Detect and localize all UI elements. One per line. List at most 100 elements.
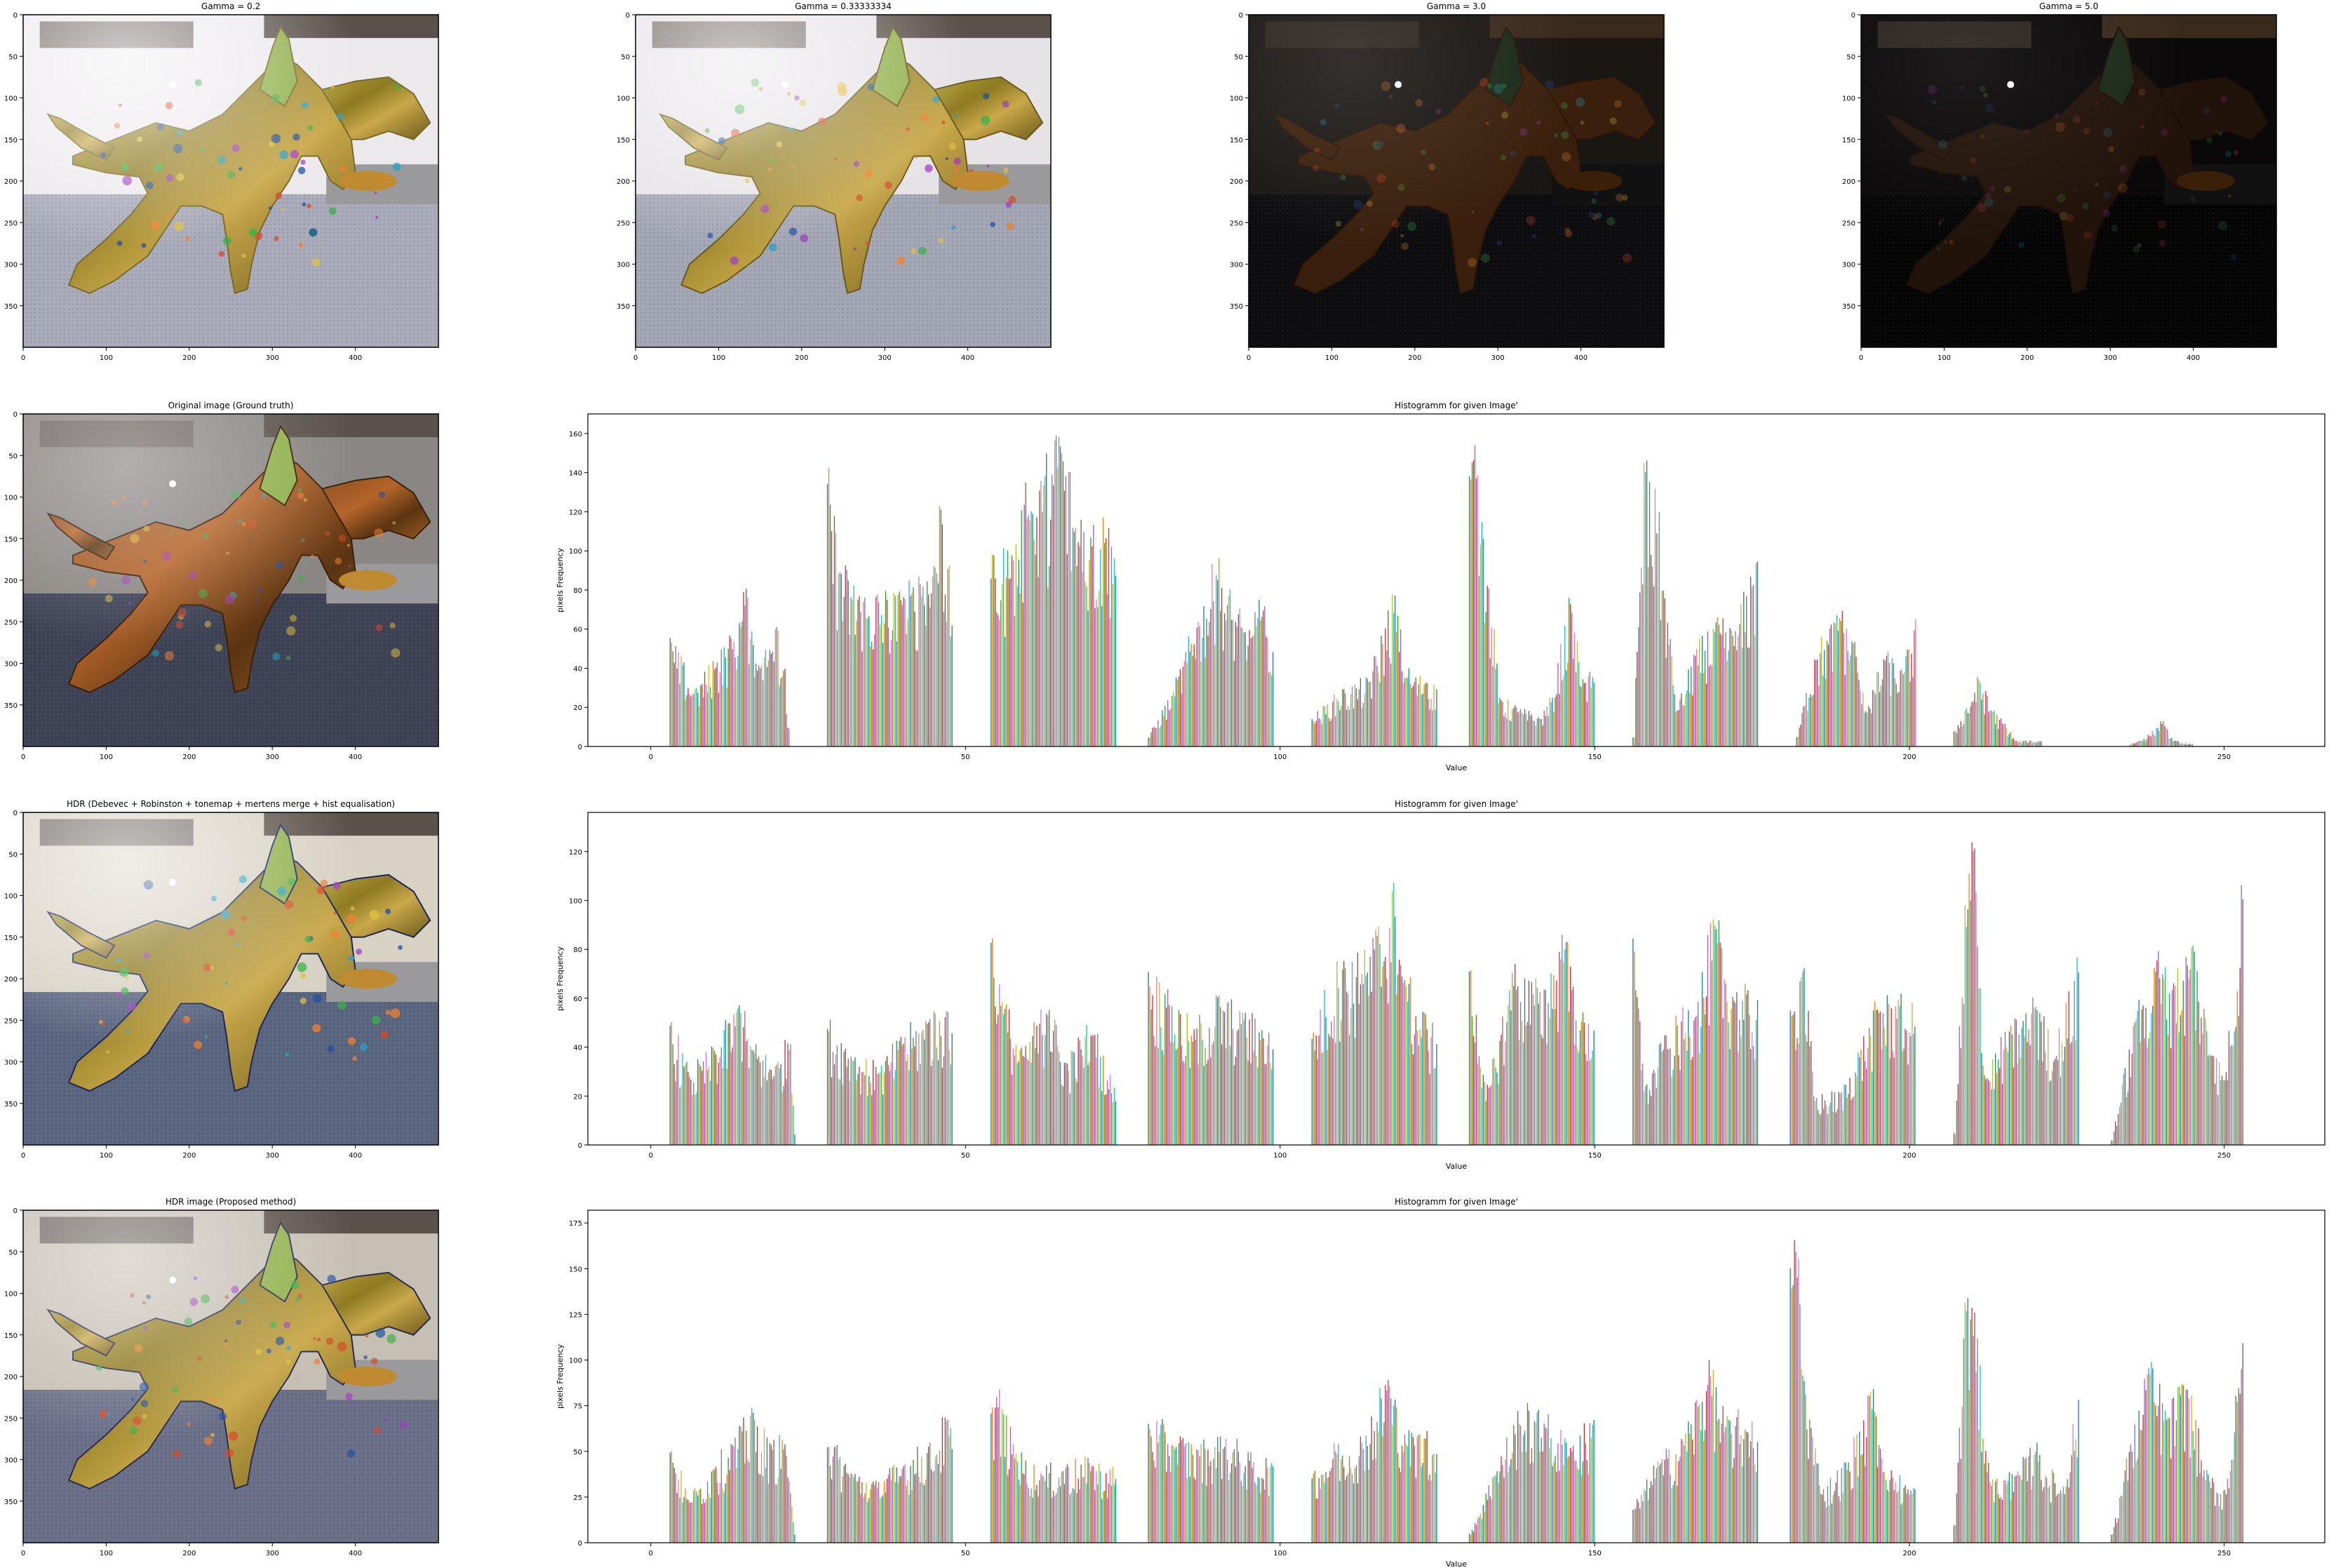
- histogram-bar: [1496, 1471, 1498, 1543]
- histogram-bar: [777, 1061, 779, 1145]
- histogram-bar: [1855, 657, 1857, 746]
- histogram-bar: [1160, 725, 1162, 746]
- histogram-bar: [1009, 1426, 1012, 1543]
- histogram-bar: [853, 585, 854, 746]
- histogram-bar: [1526, 1021, 1529, 1145]
- y-tick-label: 200: [1842, 178, 1855, 186]
- histogram-bar: [1489, 1087, 1491, 1145]
- x-tick-label: 250: [2217, 1550, 2231, 1557]
- histogram-bar: [2110, 1534, 2112, 1543]
- histogram-bar: [1002, 1014, 1005, 1145]
- histogram-bar: [1322, 1052, 1324, 1145]
- histogram-bar: [2184, 743, 2187, 746]
- histogram-bar: [1506, 1437, 1508, 1543]
- histogram-bar: [1799, 1304, 1801, 1543]
- histogram-bar: [2163, 979, 2165, 1145]
- histogram-bar: [1399, 959, 1400, 1145]
- histogram-bar: [2160, 721, 2161, 746]
- histogram-bar: [1228, 596, 1230, 746]
- histogram-bar: [733, 1447, 734, 1543]
- histogram-bar: [1740, 603, 1742, 746]
- histogram-bar: [1032, 514, 1033, 746]
- histogram-bar: [1012, 561, 1014, 746]
- histogram-bar: [875, 596, 877, 746]
- y-tick-label: 0: [1239, 12, 1243, 20]
- histogram-bar: [1113, 558, 1115, 746]
- histogram-bar: [1425, 1438, 1426, 1543]
- histogram-bar: [686, 695, 687, 746]
- histogram-bar: [1036, 1026, 1038, 1145]
- histogram-bar: [1571, 612, 1573, 746]
- histogram-bar: [1019, 1050, 1021, 1145]
- histogram-bar: [1409, 1466, 1411, 1543]
- histogram-bar: [1087, 610, 1089, 746]
- y-tick-label: 300: [1842, 262, 1855, 269]
- histogram-bar: [767, 1483, 770, 1543]
- histogram-bar: [930, 1469, 932, 1543]
- histogram-bar: [2209, 1482, 2210, 1543]
- histogram-bar: [1859, 1431, 1860, 1543]
- histogram-bar: [1203, 1066, 1204, 1145]
- histogram-bar: [1886, 655, 1888, 746]
- histogram-bar: [1954, 1525, 1956, 1543]
- histogram-bar: [857, 1480, 859, 1543]
- histogram-bar: [1170, 1042, 1172, 1145]
- histogram-bar: [697, 692, 699, 746]
- histogram-bar: [992, 938, 993, 1145]
- histogram-bar: [1736, 992, 1738, 1145]
- histogram-bar: [2175, 1420, 2177, 1543]
- histogram-bar: [1029, 1496, 1031, 1543]
- histogram-bar: [887, 1064, 890, 1145]
- histogram-bar: [1423, 1438, 1425, 1543]
- histogram-bar: [2222, 1080, 2224, 1145]
- histogram-bar: [2022, 1021, 2024, 1145]
- histogram-bar: [1827, 644, 1830, 746]
- histogram-bar: [1509, 990, 1510, 1145]
- histogram-bar: [1153, 1036, 1155, 1145]
- histogram-bar: [1549, 697, 1550, 746]
- histogram-bar: [854, 635, 856, 746]
- histogram-bar: [1496, 663, 1498, 746]
- histogram-bar: [882, 1495, 884, 1543]
- histogram-bar: [870, 1489, 871, 1543]
- histogram-bar: [2015, 1019, 2017, 1145]
- histogram-bar: [1396, 631, 1397, 746]
- histogram-bar: [1639, 1021, 1641, 1145]
- histogram-bar: [951, 1033, 953, 1145]
- histogram-bar: [1837, 1108, 1838, 1145]
- histogram-bar: [1221, 587, 1223, 746]
- histogram-bar: [1503, 1477, 1505, 1543]
- histogram-bar: [1342, 1455, 1343, 1543]
- histogram-bar: [737, 656, 739, 746]
- histogram-bar: [892, 1043, 893, 1145]
- histogram-bar: [1733, 1000, 1735, 1145]
- histogram-bar: [723, 647, 725, 746]
- histogram-bar: [1860, 1050, 1862, 1145]
- histogram-bar: [1884, 660, 1886, 746]
- histogram-bar: [1106, 1080, 1108, 1145]
- histogram-bar: [1725, 632, 1726, 746]
- histogram-bar: [1261, 1030, 1263, 1145]
- histogram-bar: [1193, 1477, 1195, 1543]
- histogram-bar: [1899, 1475, 1900, 1543]
- histogram-bar: [1233, 661, 1235, 746]
- histogram-bar: [1524, 979, 1526, 1145]
- histogram-bar: [1100, 549, 1101, 746]
- histogram-bar: [1491, 627, 1492, 746]
- histogram-bar: [1404, 980, 1406, 1145]
- photo: [23, 15, 438, 347]
- x-tick-label: 50: [961, 1152, 970, 1160]
- histogram-bar: [1502, 1016, 1503, 1145]
- histogram-bar: [1698, 1405, 1700, 1543]
- histogram-bar: [1546, 1043, 1548, 1145]
- histogram-bar: [671, 642, 672, 746]
- histogram-bar: [874, 1090, 875, 1145]
- histogram-bar: [1311, 718, 1313, 746]
- histogram-bar: [1791, 1015, 1792, 1145]
- panel-title: Gamma = 3.0: [1427, 1, 1486, 11]
- histogram-bar: [702, 1061, 704, 1145]
- x-tick-label: 300: [1491, 354, 1505, 362]
- histogram-bar: [1510, 1459, 1512, 1543]
- histogram-bar: [1371, 699, 1372, 746]
